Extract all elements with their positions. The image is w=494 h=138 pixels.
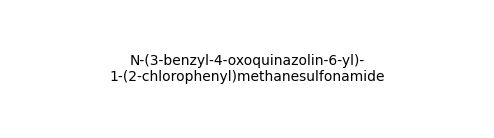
Text: N-(3-benzyl-4-oxoquinazolin-6-yl)-
1-(2-chlorophenyl)methanesulfonamide: N-(3-benzyl-4-oxoquinazolin-6-yl)- 1-(2-… (109, 54, 385, 84)
